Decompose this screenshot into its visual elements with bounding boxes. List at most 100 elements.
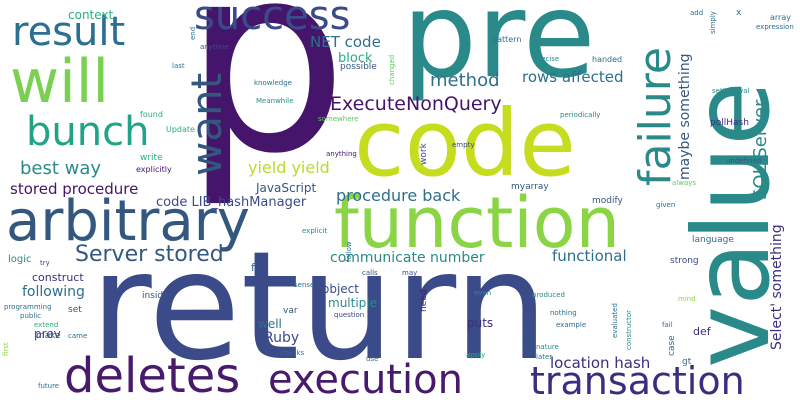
word-deletes: deletes: [64, 348, 241, 400]
word-strong: strong: [670, 256, 699, 266]
word-anytime: anytime: [200, 43, 229, 51]
word-SQL-Server: SQL Server: [750, 99, 771, 200]
word-method: method: [430, 70, 500, 91]
word-given: given: [656, 201, 676, 209]
word-possible: possible: [340, 62, 377, 72]
word-inside: inside: [142, 291, 169, 301]
word-nature: nature: [536, 343, 559, 351]
word-try: try: [40, 259, 50, 267]
word-arbitrary: arbitrary: [6, 189, 250, 254]
word-communicate-number: communicate number: [330, 250, 485, 266]
word-NET-code: NET code: [310, 33, 381, 51]
word-need: need: [419, 289, 429, 313]
word-code-LIB: code LIB_hashManager: [156, 195, 307, 210]
word-nothing: nothing: [550, 309, 577, 317]
word-checks: checks: [280, 349, 305, 357]
word-anything: anything: [326, 150, 357, 158]
word-setInterval: setInterval: [712, 87, 750, 95]
word-function: function: [334, 182, 620, 264]
word-fail: fail: [662, 321, 673, 329]
word-JavaScript: JavaScript: [256, 181, 317, 195]
word-Ruby: Ruby: [264, 330, 300, 346]
word-somewhere: somewhere: [318, 115, 359, 123]
word-x: x: [736, 8, 742, 18]
word-best-way: best way: [20, 158, 102, 179]
word-set: set: [68, 305, 82, 315]
word-even: even: [474, 289, 492, 297]
word-block: block: [338, 51, 373, 66]
word-make: make: [36, 331, 61, 341]
word-Server-stored: Server stored: [75, 242, 224, 267]
word-empty: empty: [452, 141, 475, 149]
word-maybe-something: maybe something: [677, 53, 693, 180]
word-use: use: [366, 355, 379, 363]
word-public: public: [20, 312, 42, 320]
word-came: came: [68, 332, 88, 340]
word-well: well: [258, 317, 282, 331]
word-always: always: [672, 179, 697, 187]
word-extend: extend: [34, 321, 59, 329]
word-case: case: [667, 335, 677, 356]
word-Meanwhile: Meanwhile: [256, 97, 294, 105]
word-p: p: [183, 0, 349, 211]
word-result: result: [12, 9, 126, 55]
word-def: def: [693, 325, 711, 338]
word-construct: construct: [32, 271, 84, 284]
word-modify: modify: [592, 196, 623, 206]
word-handed: handed: [592, 55, 623, 64]
word-calls: calls: [362, 269, 378, 277]
word-undefined: undefined: [726, 157, 762, 165]
word-sense: sense: [294, 281, 315, 289]
word-return: return: [90, 220, 549, 394]
word-myarray: myarray: [511, 182, 549, 192]
word-ExecuteNonQuery: ExecuteNonQuery: [330, 93, 502, 115]
word-explicit: explicit: [302, 227, 328, 235]
word-pollHash: pollHash: [710, 118, 749, 128]
word-execution: execution: [268, 357, 463, 400]
word-language: language: [692, 235, 734, 245]
word-puts: puts: [467, 316, 494, 330]
word-Select-something: Select' something: [769, 224, 785, 350]
word-last: last: [172, 62, 185, 70]
word-work: work: [419, 143, 429, 165]
word-add: add: [690, 9, 704, 17]
word-precise: precise: [534, 55, 560, 63]
word-Update: Update: [166, 125, 195, 134]
word-knowledge: knowledge: [254, 79, 292, 87]
word-bunch: bunch: [26, 109, 150, 155]
word-explicitly: explicitly: [136, 165, 172, 174]
word-example: example: [556, 321, 587, 329]
word-pre: pre: [402, 0, 596, 104]
word-expression: expression: [756, 23, 794, 31]
word-code: code: [354, 90, 576, 197]
word-will: will: [10, 47, 110, 117]
word-constructor: constructor: [625, 309, 633, 350]
word-programming: programming: [4, 303, 52, 311]
word-follow: follow: [345, 241, 353, 262]
word-later: later: [536, 353, 553, 361]
word-prev: prev: [34, 327, 61, 341]
word-periodically: periodically: [560, 111, 601, 119]
word-simply: simply: [709, 11, 717, 34]
word-rows-affected: rows affected: [522, 68, 624, 86]
word-apply: apply: [466, 351, 486, 359]
word-logic: logic: [8, 254, 32, 265]
word-future: future: [38, 382, 60, 390]
word-changed: changed: [388, 54, 396, 85]
word-first: first: [2, 342, 10, 356]
word-transaction: transaction: [530, 359, 745, 400]
word-stored-procedure: stored procedure: [10, 180, 139, 198]
word-success: success: [194, 0, 351, 39]
word-functional: functional: [552, 247, 627, 265]
word-write: write: [140, 153, 163, 163]
word-pattern: pattern: [492, 35, 522, 44]
word-yield-yield: yield yield: [248, 158, 330, 177]
word-multiple: multiple: [328, 296, 378, 310]
word-produced: produced: [532, 291, 565, 299]
word-question: question: [334, 311, 365, 319]
word-location-hash: location hash: [550, 354, 651, 372]
word-window: window: [522, 314, 535, 356]
word-failure: failure: [630, 47, 681, 186]
word-may: may: [402, 269, 418, 277]
